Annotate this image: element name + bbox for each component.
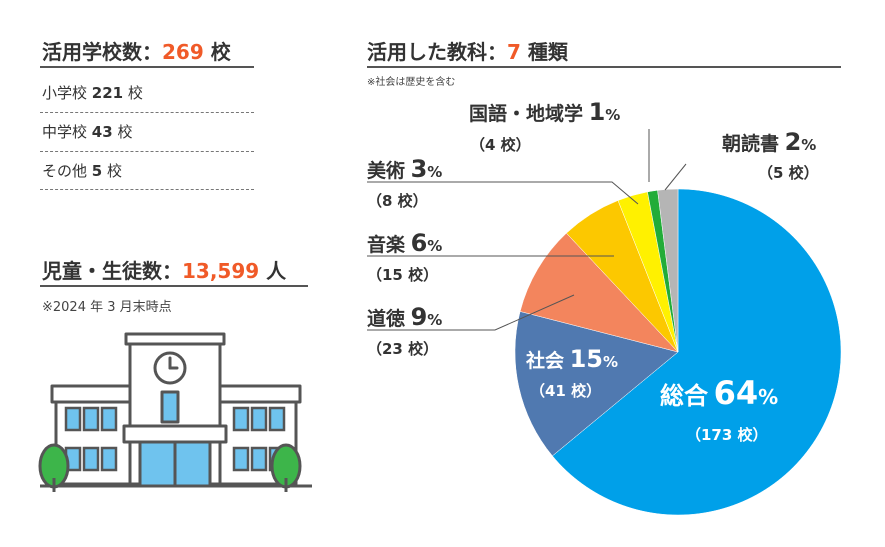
slice-label-shakai: 社会 15% (526, 345, 619, 373)
students-title: 児童・生徒数：13,599 人 (42, 259, 287, 283)
slice-count-ongaku: （15 校） (367, 266, 439, 284)
clock-icon (153, 351, 187, 385)
slice-label-kokugo: 国語・地域学 1% (469, 98, 621, 126)
slice-label-asadokusho: 朝読書 2% (722, 128, 817, 156)
slice-label-bijutsu: 美術 3% (367, 155, 443, 183)
schools-total: 269 (162, 40, 204, 64)
schools-title: 活用学校数：269 校 (42, 40, 231, 64)
slice-label-ongaku: 音楽 6% (367, 229, 443, 257)
subjects-title: 活用した教科：7 種類 (367, 40, 568, 64)
leader-line-bijutsu (367, 181, 639, 205)
pie-slice-2 (519, 232, 679, 353)
divider (40, 189, 254, 190)
stat-junior-high: 中学校 43 校 (42, 123, 133, 141)
slice-count-bijutsu: （8 校） (367, 192, 428, 210)
subjects-title-rule (367, 66, 841, 68)
slice-count-sogo: （173 校） (686, 426, 768, 444)
pie-slice-6 (657, 188, 679, 353)
slice-count-asadokusho: （5 校） (758, 164, 819, 182)
schools-title-rule (40, 66, 254, 68)
leader-line-asadokusho (664, 163, 687, 191)
students-total: 13,599 (182, 259, 260, 283)
slice-count-dotoku: （23 校） (367, 340, 439, 358)
tree-icon (270, 443, 302, 492)
stat-elementary: 小学校 221 校 (42, 84, 143, 102)
students-note: ※2024 年 3 月末時点 (42, 300, 172, 315)
tree-icon (38, 443, 70, 492)
divider (40, 151, 254, 152)
school-building-illustration (38, 332, 312, 492)
divider (40, 112, 254, 113)
pie-slice-1 (514, 311, 679, 457)
slice-count-shakai: （41 校） (530, 382, 602, 400)
students-title-rule (40, 285, 308, 287)
pie-slice-0 (552, 188, 842, 516)
slice-label-dotoku: 道徳 9% (367, 303, 443, 331)
leader-line-dotoku (367, 294, 575, 331)
subjects-total: 7 (507, 40, 521, 64)
stat-other: その他 5 校 (42, 162, 123, 180)
subjects-note: ※社会は歴史を含む (367, 77, 456, 88)
slice-label-sogo: 総合 64% (660, 374, 779, 412)
slice-count-kokugo: （4 校） (470, 136, 531, 154)
